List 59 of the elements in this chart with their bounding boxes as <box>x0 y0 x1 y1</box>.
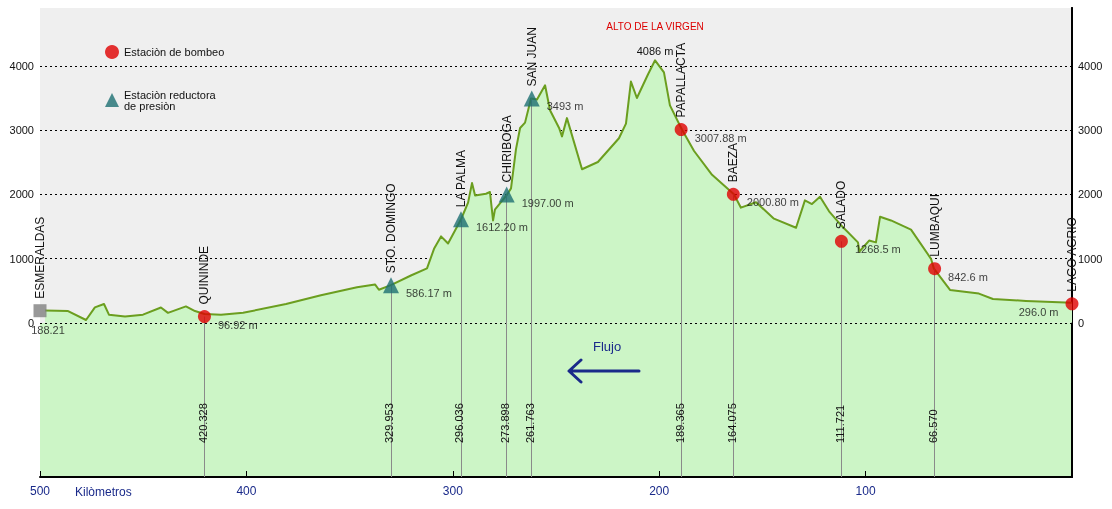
annotation: PAPALLACTA <box>674 42 689 118</box>
annotation: LAGO AGRIO <box>1065 217 1079 292</box>
x-tick-label: 100 <box>855 484 876 498</box>
ref-line-label: 273.898 <box>499 403 512 443</box>
annotation: STO. DOMINGO <box>383 183 398 274</box>
point <box>452 211 469 228</box>
point <box>197 310 211 324</box>
y-tick-label: 2000 <box>9 188 34 201</box>
ref-line-label: 189.365 <box>673 403 686 443</box>
point <box>523 90 540 107</box>
point <box>382 277 399 294</box>
y-tick-label: 0 <box>27 316 34 329</box>
y-tick-label: 3000 <box>9 124 34 137</box>
x-axis-title: Kilòmetros <box>75 485 132 499</box>
point <box>33 304 47 318</box>
annotation: Flujo <box>593 339 622 354</box>
x-tick-label: 400 <box>236 484 257 498</box>
annotation: SAN JUAN <box>524 27 539 87</box>
data-label: 2000.80 m <box>746 196 799 209</box>
annotation: ALTO DE LA VIRGEN <box>606 20 704 32</box>
y2-tick-label: 0 <box>1078 316 1085 329</box>
annotation: LUMBAQUI <box>927 193 942 257</box>
data-label: 586.17 m <box>405 287 452 300</box>
x-tick-label: 200 <box>649 484 670 498</box>
ref-line-label: 296.036 <box>453 403 466 443</box>
data-label: 1268.5 m <box>854 243 901 256</box>
y-tick-label: 1000 <box>9 252 34 265</box>
ref-line-label: 66.570 <box>927 409 940 443</box>
legend-label: Estaciòn reductora de presiòn <box>124 88 217 112</box>
annotation: CHIRIBOGA <box>499 115 514 183</box>
annotation: ESMERALDAS <box>33 216 47 299</box>
annotation: QUININDE <box>197 245 212 305</box>
x-tick-label: 500 <box>29 484 51 498</box>
ref-line-label: 329.953 <box>383 403 396 443</box>
ref-line-label: 420.328 <box>196 403 209 443</box>
data-label: 3007.88 m <box>694 131 747 144</box>
x-tick-label: 300 <box>442 484 464 498</box>
ref-line-label: 164.075 <box>725 403 738 443</box>
point <box>726 187 740 201</box>
annotation: LA PALMA <box>453 150 468 208</box>
point <box>1065 297 1079 311</box>
legend-label: Estaciòn de bombeo <box>124 46 225 58</box>
y2-tick-label: 3000 <box>1078 124 1103 137</box>
point <box>674 123 688 137</box>
point <box>928 262 942 276</box>
y2-tick-label: 2000 <box>1078 188 1103 201</box>
annotation: SALADO <box>834 180 849 230</box>
data-label: 96.92 m <box>217 318 258 331</box>
y2-tick-label: 4000 <box>1078 59 1103 72</box>
ref-line-label: 111.721 <box>833 404 846 443</box>
annotation: BAEZA <box>726 142 741 183</box>
ref-line-label: 261.763 <box>524 403 537 443</box>
y2-tick-label: 1000 <box>1078 252 1103 265</box>
data-label: 296.0 m <box>1018 305 1059 318</box>
data-label: 4086 m <box>636 44 674 57</box>
point <box>498 186 515 203</box>
y-tick-label: 4000 <box>9 59 34 72</box>
point <box>834 234 848 248</box>
data-label: 842.6 m <box>948 270 988 283</box>
